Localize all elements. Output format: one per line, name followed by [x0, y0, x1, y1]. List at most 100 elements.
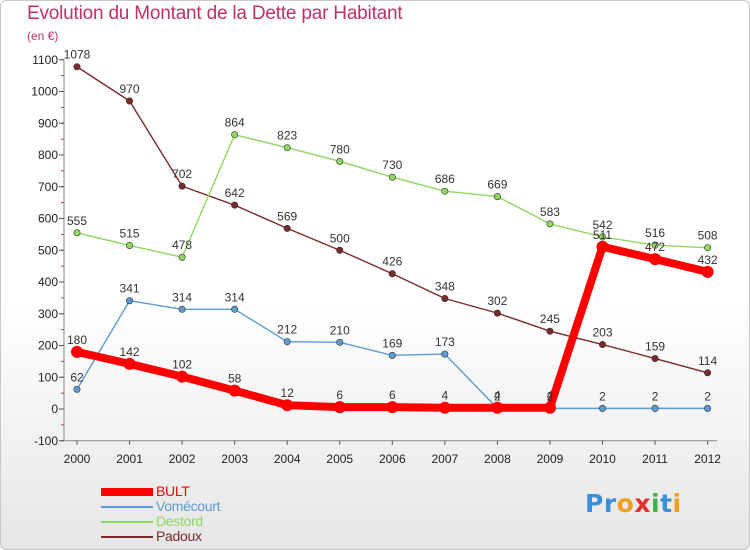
data-point-padoux [388, 270, 396, 278]
data-point-vomecourt [283, 338, 291, 346]
data-label: 180 [67, 333, 87, 347]
data-point-destord [441, 187, 449, 195]
data-label: 2 [599, 389, 606, 403]
data-label: 500 [330, 231, 350, 245]
data-point-vomecourt [598, 404, 606, 412]
data-label: 6 [336, 388, 343, 402]
data-point-destord [546, 220, 554, 228]
legend: BULT Vomécourt Destord Padoux [101, 483, 301, 545]
data-point-vomecourt [231, 305, 239, 313]
data-point-padoux [546, 327, 554, 335]
data-point-destord [231, 131, 239, 139]
legend-swatch [101, 506, 153, 508]
y-tick-label: -100 [34, 434, 58, 448]
logo-letter: r [603, 489, 617, 518]
data-point-bult [649, 253, 662, 266]
legend-swatch [101, 521, 153, 523]
legend-label: Vomécourt [156, 498, 221, 514]
legend-item: BULT [101, 483, 301, 500]
data-label: 169 [382, 336, 402, 350]
data-label: 102 [172, 358, 192, 372]
data-point-vomecourt [126, 297, 134, 305]
data-point-bult [543, 401, 556, 414]
data-point-bult [491, 401, 504, 414]
data-label: 686 [435, 172, 455, 186]
data-point-vomecourt [73, 385, 81, 393]
data-label: 472 [645, 240, 665, 254]
data-point-padoux [73, 63, 81, 71]
data-point-destord [126, 241, 134, 249]
data-label: 314 [225, 290, 245, 304]
data-point-destord [73, 229, 81, 237]
x-tick-label: 2002 [169, 452, 196, 466]
data-point-padoux [651, 355, 659, 363]
data-point-bult [123, 357, 136, 370]
data-label: 642 [225, 186, 245, 200]
data-label: 2 [494, 389, 501, 403]
y-tick-label: 700 [38, 180, 58, 194]
data-label: 203 [592, 326, 612, 340]
y-tick-label: 600 [38, 212, 58, 226]
x-tick-label: 2007 [431, 452, 458, 466]
data-label: 823 [277, 129, 297, 143]
data-label: 2 [547, 389, 554, 403]
y-tick-label: 0 [51, 402, 58, 416]
data-label: 314 [172, 290, 192, 304]
data-label: 142 [120, 345, 140, 359]
data-label: 12 [281, 386, 295, 400]
data-label: 426 [382, 255, 402, 269]
data-point-padoux [598, 341, 606, 349]
legend-item: Vomécourt [101, 498, 301, 515]
data-point-padoux [493, 309, 501, 317]
data-point-padoux [178, 182, 186, 190]
data-point-bult [386, 401, 399, 414]
data-point-bult [228, 384, 241, 397]
legend-swatch [101, 488, 153, 496]
data-label: 516 [645, 226, 665, 240]
data-label: 432 [698, 253, 718, 267]
x-tick-label: 2003 [221, 452, 248, 466]
logo-letter: x [634, 489, 651, 518]
data-label: 478 [172, 238, 192, 252]
chart-title: Evolution du Montant de la Dette par Hab… [27, 3, 403, 24]
legend-label: Padoux [156, 528, 202, 544]
x-tick-label: 2004 [274, 452, 301, 466]
data-point-padoux [283, 224, 291, 232]
data-point-bult [176, 370, 189, 383]
data-point-bult [596, 240, 609, 253]
y-tick-label: 800 [38, 148, 58, 162]
data-label: 555 [67, 214, 87, 228]
chart-subtitle: (en €) [27, 29, 59, 43]
data-label: 864 [225, 116, 245, 130]
y-tick-label: 300 [38, 307, 58, 321]
data-point-padoux [336, 246, 344, 254]
data-point-bult [71, 345, 83, 358]
x-tick-label: 2012 [694, 452, 721, 466]
data-point-vomecourt [441, 350, 449, 358]
logo-letter: o [616, 489, 635, 518]
data-label: 1078 [64, 48, 91, 62]
data-label: 542 [592, 218, 612, 232]
data-point-vomecourt [388, 351, 396, 359]
series-layer [71, 63, 714, 414]
x-tick-label: 2006 [379, 452, 406, 466]
data-label: 341 [120, 282, 140, 296]
legend-label: Destord [156, 513, 203, 529]
data-point-destord [704, 244, 712, 252]
data-point-vomecourt [178, 305, 186, 313]
data-point-bult [281, 399, 294, 412]
data-point-padoux [126, 97, 134, 105]
data-label: 6 [389, 388, 396, 402]
data-label: 4 [442, 389, 449, 403]
data-label: 212 [277, 323, 297, 337]
x-tick-label: 2011 [642, 452, 668, 466]
data-point-destord [388, 173, 396, 181]
data-point-vomecourt [336, 338, 344, 346]
data-point-padoux [231, 201, 239, 209]
x-tick-label: 2008 [484, 452, 511, 466]
data-label: 569 [277, 209, 297, 223]
data-point-bult [438, 401, 451, 414]
data-label: 970 [120, 82, 140, 96]
